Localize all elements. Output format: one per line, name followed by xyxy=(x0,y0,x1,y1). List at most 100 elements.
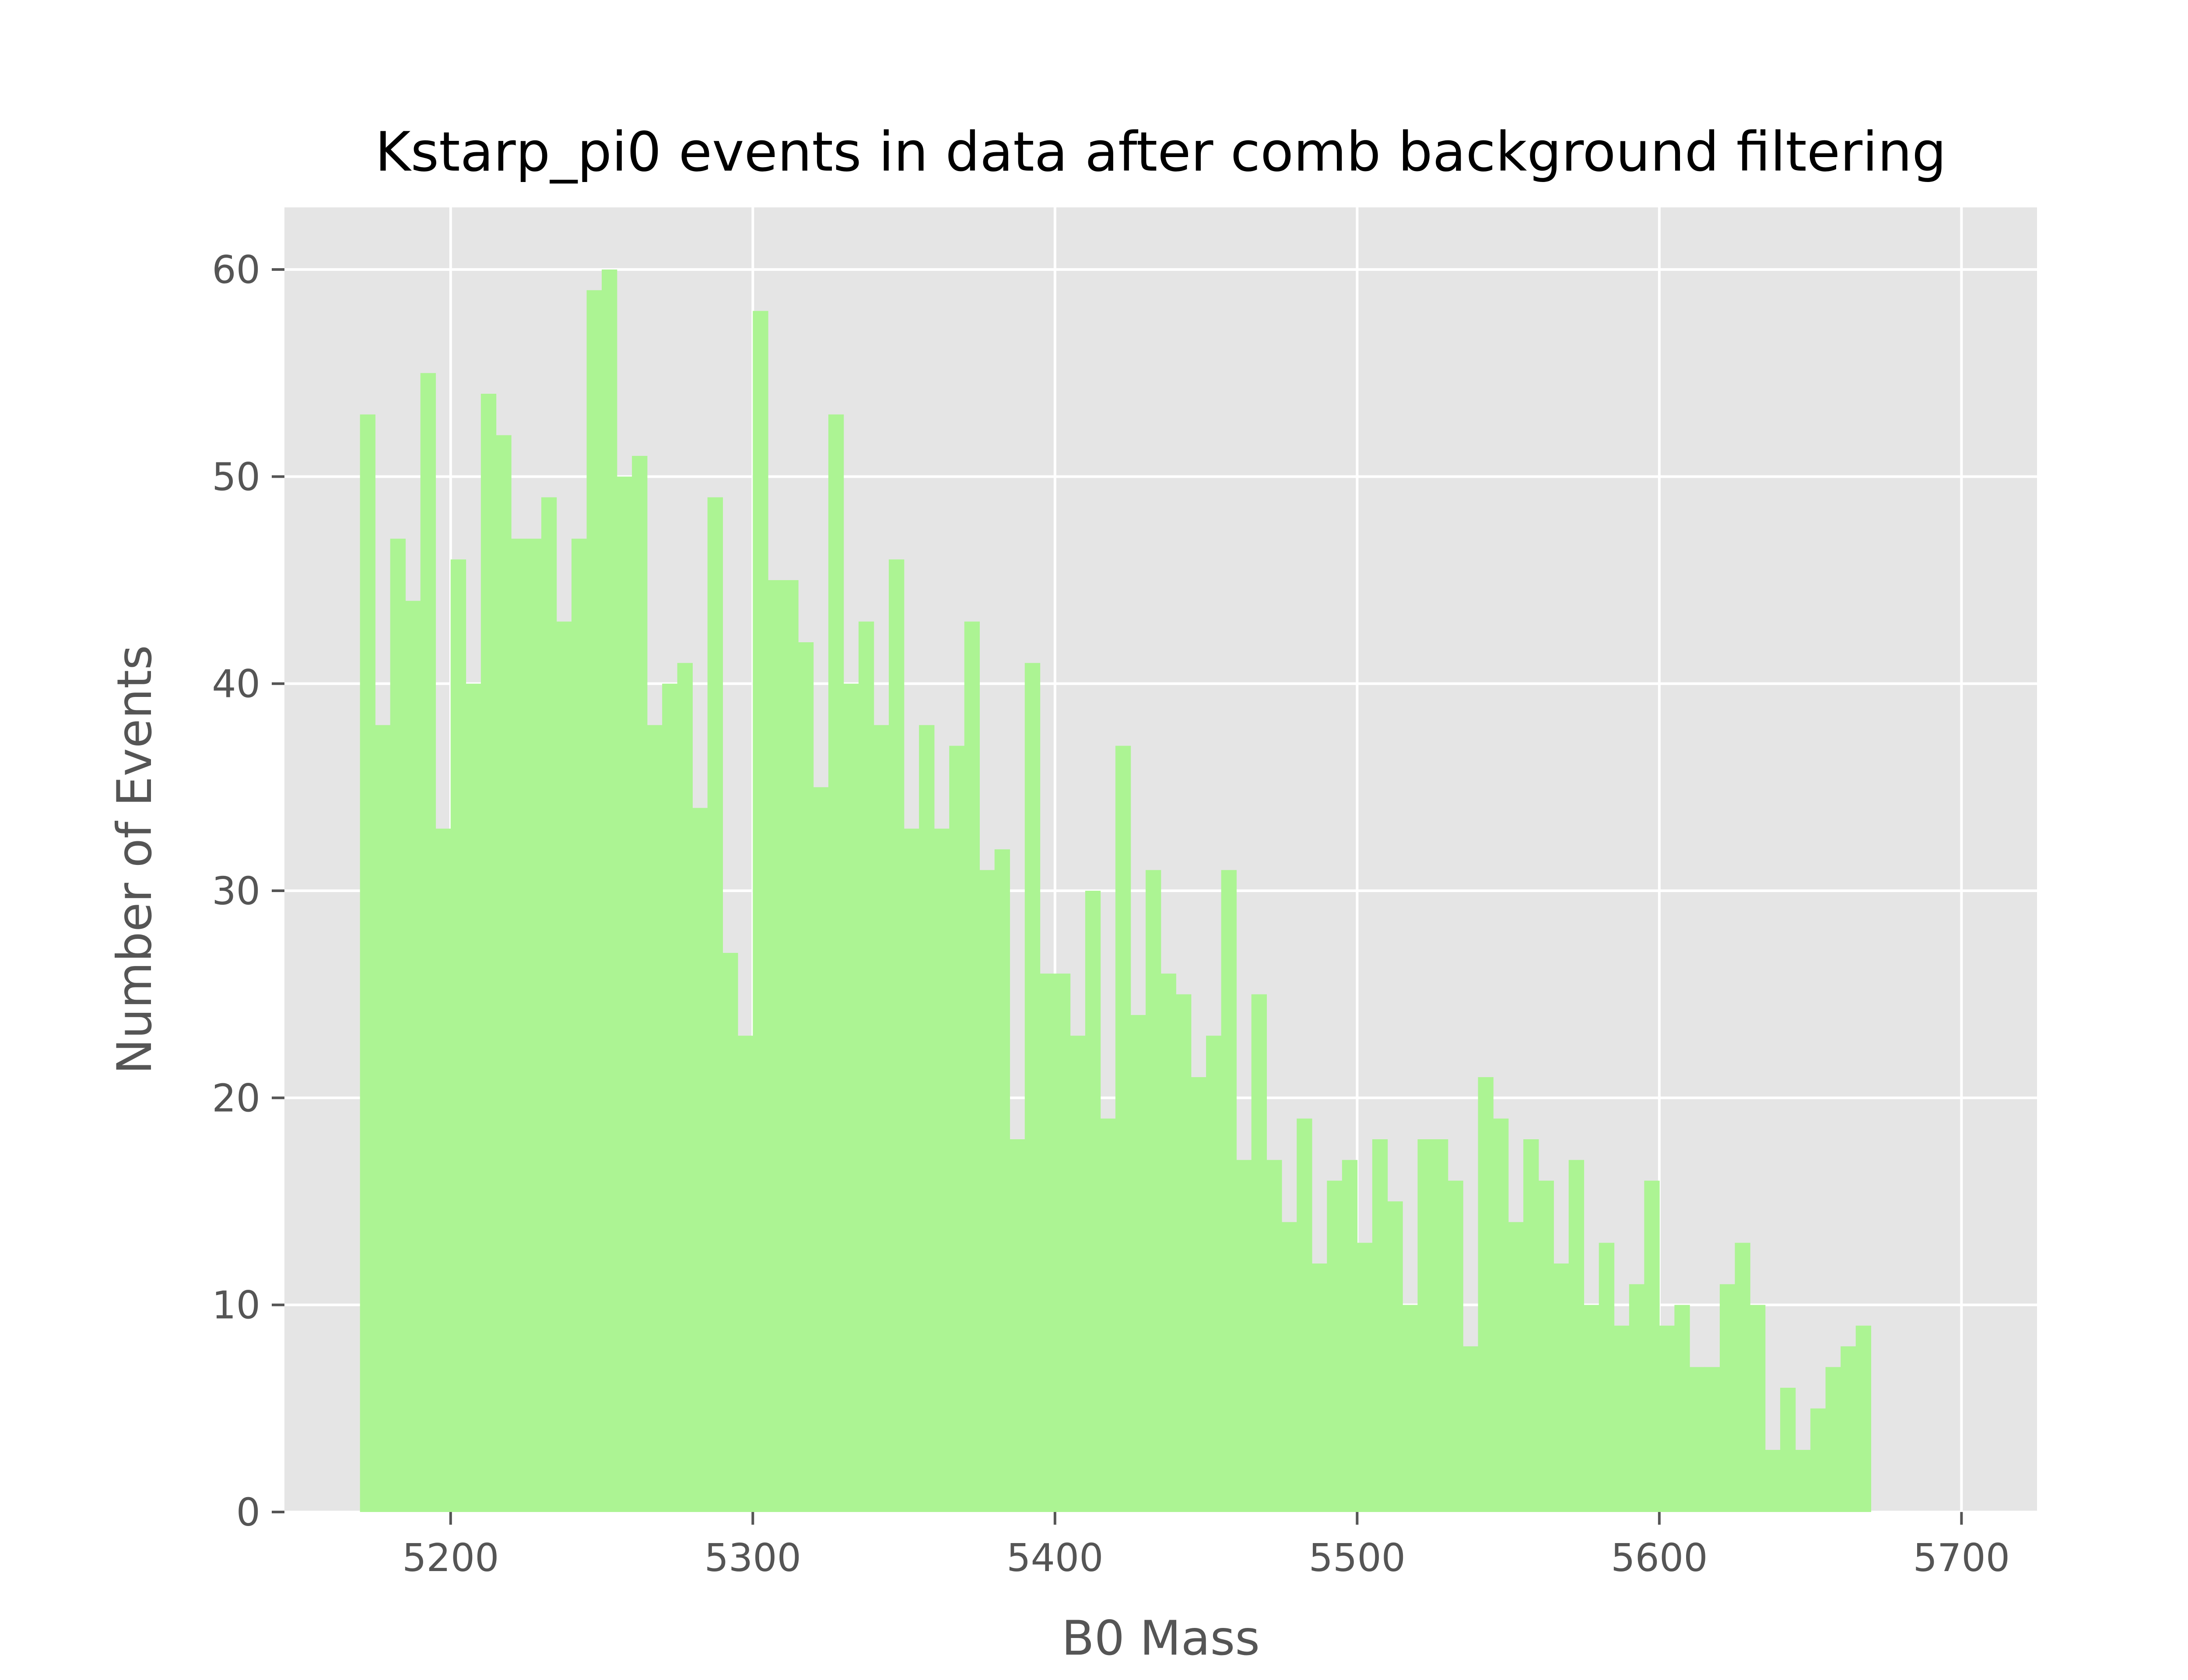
histogram-bar xyxy=(1659,1326,1675,1512)
histogram-bar xyxy=(1342,1160,1358,1512)
histogram-bar xyxy=(1100,1118,1116,1512)
histogram-bar xyxy=(813,787,829,1512)
histogram-bar xyxy=(1493,1118,1509,1512)
x-tick-label: 5300 xyxy=(705,1536,801,1580)
histogram-bar xyxy=(602,270,617,1512)
histogram-bar xyxy=(450,559,466,1512)
histogram-bar xyxy=(466,683,481,1512)
histogram-bar xyxy=(1357,1242,1373,1512)
histogram-bar xyxy=(753,311,768,1512)
x-tick-label: 5600 xyxy=(1611,1536,1708,1580)
histogram-bar xyxy=(1010,1139,1025,1512)
histogram-bar xyxy=(1584,1305,1599,1512)
histogram-bar xyxy=(737,1036,754,1512)
histogram-bar xyxy=(828,414,844,1512)
histogram-bar xyxy=(1432,1139,1448,1512)
histogram-bar xyxy=(1599,1242,1615,1512)
histogram-bar xyxy=(1765,1450,1781,1512)
histogram-bar xyxy=(541,497,557,1512)
histogram-bar xyxy=(1810,1408,1826,1512)
histogram-bar xyxy=(1629,1284,1645,1512)
histogram-bar xyxy=(571,539,587,1512)
y-tick-label: 0 xyxy=(236,1490,260,1535)
histogram-bar xyxy=(1704,1367,1720,1512)
histogram-bar xyxy=(1236,1160,1252,1512)
axis-ticks: 5200 5300 5400 5500 5600 5700 0 10 20 30 40 50 60 xyxy=(212,248,2010,1580)
x-tick-label: 5200 xyxy=(402,1536,499,1580)
histogram-bar xyxy=(480,394,497,1512)
y-tick-label: 50 xyxy=(212,455,260,499)
histogram-bar xyxy=(1115,746,1131,1512)
histogram-bar xyxy=(1281,1222,1297,1512)
histogram-bar xyxy=(1145,870,1161,1512)
histogram-bars xyxy=(360,270,1872,1512)
histogram-bar xyxy=(420,373,436,1512)
histogram-bar xyxy=(1523,1139,1539,1512)
histogram-bar xyxy=(1644,1180,1660,1512)
histogram-bar xyxy=(1825,1367,1841,1512)
histogram-bar xyxy=(1191,1077,1206,1512)
x-axis-label: B0 Mass xyxy=(1062,1610,1260,1666)
x-tick-label: 5700 xyxy=(1913,1536,2010,1580)
histogram-bar xyxy=(1614,1326,1630,1512)
x-tick-label: 5500 xyxy=(1309,1536,1406,1580)
histogram-bar xyxy=(435,829,451,1512)
histogram-bar xyxy=(1719,1284,1736,1512)
histogram-bar xyxy=(889,559,905,1512)
histogram-bar xyxy=(1070,1036,1086,1512)
histogram-bar xyxy=(843,683,859,1512)
histogram-bar xyxy=(1130,1015,1146,1512)
histogram-bar xyxy=(949,746,965,1512)
histogram-bar xyxy=(1735,1242,1750,1512)
histogram-bar xyxy=(707,497,723,1512)
y-tick-label: 30 xyxy=(212,869,260,914)
histogram-bar xyxy=(617,476,632,1512)
histogram-bar xyxy=(586,290,602,1512)
histogram-bar xyxy=(511,539,527,1512)
histogram-bar xyxy=(1463,1346,1479,1512)
histogram-bar xyxy=(1780,1388,1796,1512)
histogram-bar xyxy=(1674,1305,1690,1512)
histogram-bar xyxy=(496,435,512,1512)
histogram-bar xyxy=(1402,1305,1418,1512)
histogram-bar xyxy=(1251,994,1267,1512)
histogram-bar xyxy=(768,580,784,1512)
histogram-bar xyxy=(1750,1305,1766,1512)
histogram-bar xyxy=(1372,1139,1388,1512)
histogram-bar xyxy=(964,621,980,1512)
histogram-bar xyxy=(692,808,708,1512)
histogram-bar xyxy=(1478,1077,1494,1512)
histogram-bar xyxy=(632,456,648,1512)
x-tick-label: 5400 xyxy=(1006,1536,1103,1580)
histogram-bar xyxy=(1387,1201,1403,1512)
histogram-bar xyxy=(405,601,421,1512)
y-axis-label: Number of Events xyxy=(107,645,162,1074)
y-tick-label: 60 xyxy=(212,248,260,292)
histogram-bar xyxy=(662,683,678,1512)
histogram-bar xyxy=(1689,1367,1705,1512)
histogram-bar xyxy=(647,725,663,1512)
histogram-bar xyxy=(1221,870,1237,1512)
histogram-bar xyxy=(1841,1346,1856,1512)
histogram-bar xyxy=(390,539,406,1512)
histogram-bar xyxy=(1040,973,1055,1512)
histogram-bar xyxy=(858,621,874,1512)
histogram-bar xyxy=(1448,1180,1463,1512)
y-tick-label: 20 xyxy=(212,1076,260,1120)
histogram-bar xyxy=(904,829,919,1512)
histogram-bar xyxy=(1206,1036,1222,1512)
histogram-bar xyxy=(1161,973,1176,1512)
histogram-bar xyxy=(1855,1326,1872,1512)
histogram-bar xyxy=(1508,1222,1524,1512)
histogram-bar xyxy=(1327,1180,1343,1512)
histogram-bar xyxy=(1266,1160,1282,1512)
histogram-bar xyxy=(677,663,693,1512)
histogram-bar xyxy=(979,870,995,1512)
histogram-bar xyxy=(375,725,391,1512)
histogram-bar xyxy=(556,621,572,1512)
histogram-bar xyxy=(526,539,542,1512)
y-tick-label: 40 xyxy=(212,662,260,707)
histogram-bar xyxy=(994,849,1010,1512)
histogram-bar xyxy=(783,580,799,1512)
